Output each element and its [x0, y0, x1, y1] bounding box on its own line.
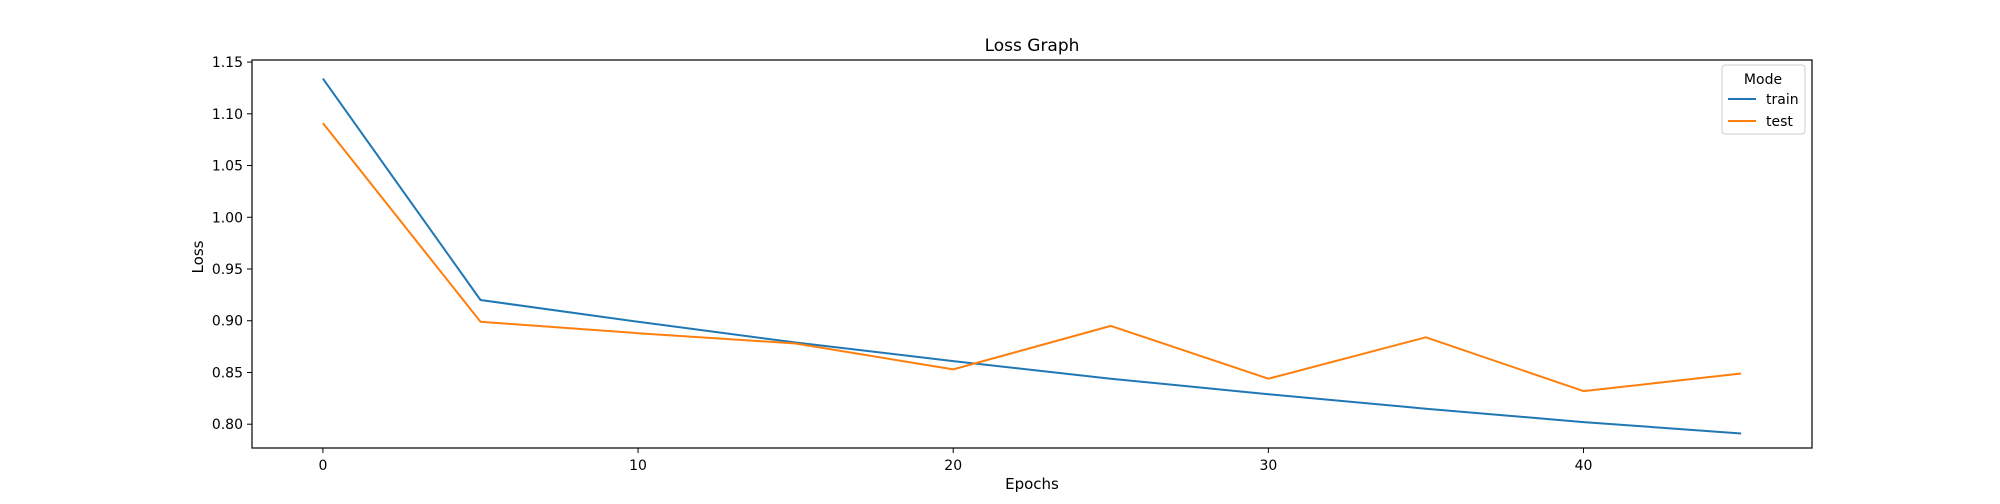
x-tick-label: 20 — [944, 458, 962, 474]
plot-frame — [251, 59, 1813, 449]
y-tick-label: 0.95 — [212, 262, 243, 278]
y-tick-label: 0.85 — [212, 365, 243, 381]
x-axis-label: Epochs — [1005, 475, 1059, 493]
legend-box — [1721, 64, 1806, 135]
series-line-test — [322, 122, 1742, 393]
x-axis-ticks: 0 10 20 30 40 — [318, 448, 1592, 474]
y-tick-label: 0.80 — [212, 417, 243, 433]
legend-label-train: train — [1766, 92, 1799, 108]
y-tick-label: 1.15 — [212, 55, 243, 71]
x-tick-label: 40 — [1575, 458, 1593, 474]
legend: Mode train test — [1721, 64, 1806, 135]
x-tick-label: 10 — [629, 458, 647, 474]
x-tick-label: 0 — [318, 458, 327, 474]
legend-title: Mode — [1744, 72, 1782, 88]
legend-label-test: test — [1766, 114, 1793, 130]
y-tick-label: 1.00 — [212, 210, 243, 226]
y-axis-ticks: 0.80 0.85 0.90 0.95 1.00 1.05 1.10 1.15 — [212, 55, 252, 433]
series-lines — [322, 78, 1742, 435]
y-tick-label: 0.90 — [212, 314, 243, 330]
y-axis-label: Loss — [189, 240, 207, 273]
x-tick-label: 30 — [1259, 458, 1277, 474]
y-tick-label: 1.05 — [212, 159, 243, 175]
y-tick-label: 1.10 — [212, 107, 243, 123]
series-line-train — [322, 78, 1742, 435]
chart-title: Loss Graph — [985, 36, 1080, 56]
